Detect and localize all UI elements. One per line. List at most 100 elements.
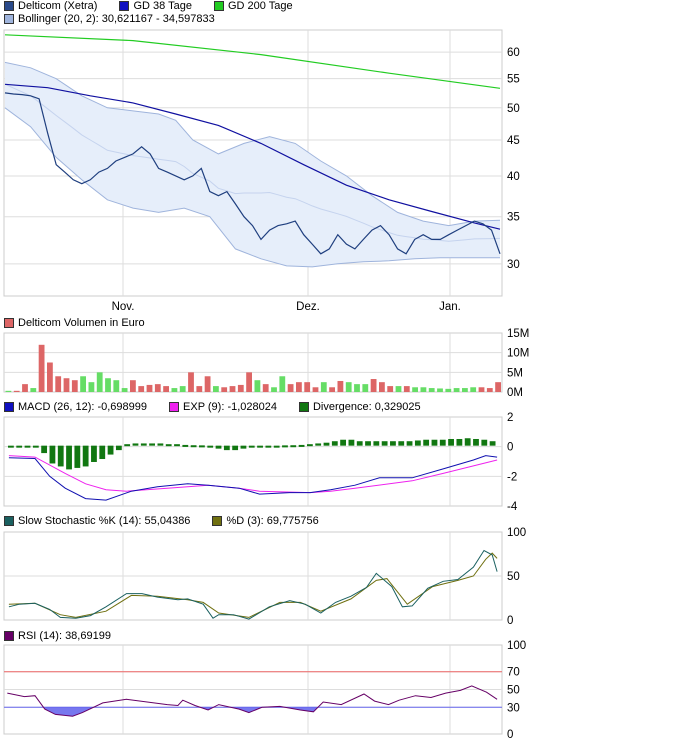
legend-item-exp: EXP (9): -1,028024	[169, 401, 277, 413]
x-tick-label: Jan.	[439, 301, 461, 313]
legend-swatch	[212, 516, 223, 526]
macd-legend: MACD (26, 12): -0,698999 EXP (9): -1,028…	[4, 401, 421, 413]
y-tick-label: 30	[507, 259, 520, 271]
legend-label: Slow Stochastic %K (14): 55,04386	[18, 515, 191, 527]
volume-bar	[13, 390, 20, 392]
divergence-bar	[431, 439, 438, 446]
rsi-line	[7, 685, 498, 717]
volume-bar	[478, 387, 485, 392]
volume-panel-frame	[3, 332, 503, 393]
divergence-bar	[74, 445, 81, 468]
volume-bar	[437, 388, 443, 392]
divergence-bar	[273, 445, 280, 448]
y-tick-label: 100	[507, 640, 526, 652]
divergence-bar	[414, 440, 421, 446]
volume-bar	[337, 380, 344, 392]
divergence-bar	[140, 443, 147, 446]
y-tick-label: 15M	[507, 328, 529, 340]
rsi-oversold-fill	[7, 707, 498, 717]
bollinger-lower-line	[4, 107, 500, 268]
x-tick-label: Dez.	[296, 301, 320, 313]
volume-bar	[254, 380, 261, 392]
divergence-bar	[448, 438, 454, 446]
divergence-bar	[207, 445, 214, 448]
volume-bar	[420, 387, 427, 392]
volume-bar	[329, 387, 335, 392]
y-tick-label: 10M	[507, 348, 529, 360]
y-tick-label: -2	[507, 471, 517, 483]
divergence-bar	[215, 445, 222, 449]
legend-item-gd200: GD 200 Tage	[213, 0, 293, 12]
divergence-bar	[473, 438, 479, 446]
divergence-bar	[290, 445, 297, 448]
y-tick-label: 0	[507, 442, 513, 454]
stochastic-legend: Slow Stochastic %K (14): 55,04386 %D (3)…	[4, 515, 319, 527]
volume-bar	[312, 387, 319, 392]
volume-bar	[38, 344, 45, 392]
divergence-bar	[16, 445, 23, 448]
legend-label: Divergence: 0,329025	[312, 401, 421, 413]
legend-swatch	[169, 402, 180, 412]
volume-bar	[320, 382, 327, 392]
volume-bar	[287, 384, 294, 392]
y-tick-label: 0	[507, 615, 513, 627]
volume-bar	[221, 387, 228, 392]
volume-bar	[71, 380, 78, 392]
divergence-bar	[66, 445, 72, 470]
volume-bar	[370, 379, 377, 392]
gd38-line	[4, 83, 501, 230]
volume-bar	[113, 380, 120, 392]
legend-label: Delticom (Xetra)	[18, 0, 98, 12]
divergence-bar	[348, 439, 355, 446]
legend-swatch	[213, 1, 224, 11]
y-tick-label: 0	[507, 729, 513, 741]
legend-label: MACD (26, 12): -0,698999	[18, 401, 148, 413]
divergence-bar	[124, 444, 131, 447]
divergence-bar	[323, 442, 330, 446]
stoch-k-line	[8, 549, 498, 620]
rsi-legend: RSI (14): 38,69199	[4, 630, 111, 642]
volume-bar	[304, 382, 311, 392]
divergence-bar	[182, 444, 189, 447]
volume-bar	[146, 384, 153, 392]
y-tick-label: -4	[507, 501, 518, 513]
divergence-bar	[315, 443, 322, 446]
volume-bar	[30, 388, 37, 392]
divergence-bar	[423, 439, 430, 446]
legend-swatch	[4, 14, 14, 24]
volume-bar	[470, 387, 477, 392]
volume-bar	[237, 384, 244, 392]
legend-label: %D (3): 69,775756	[226, 515, 319, 527]
divergence-bar	[115, 445, 122, 451]
volume-bar	[495, 382, 501, 392]
divergence-bar	[481, 439, 488, 446]
legend-swatch	[4, 318, 14, 328]
legend-item-stoch-k: Slow Stochastic %K (14): 55,04386	[4, 515, 190, 527]
divergence-bar	[149, 443, 155, 446]
macd-line	[8, 455, 498, 501]
divergence-bar	[8, 445, 14, 448]
legend-item-divergence: Divergence: 0,329025	[298, 401, 421, 413]
volume-bar	[271, 387, 277, 392]
volume-bar	[229, 386, 236, 392]
y-tick-label: 30	[507, 702, 520, 714]
divergence-bar	[157, 443, 164, 446]
volume-bar	[213, 386, 219, 392]
divergence-bar	[199, 445, 205, 448]
volume-bar	[395, 386, 402, 392]
divergence-bar	[265, 445, 272, 448]
volume-bar	[163, 386, 169, 392]
volume-legend: Delticom Volumen in Euro	[4, 317, 145, 329]
volume-bar	[262, 384, 269, 392]
divergence-bar	[99, 445, 106, 460]
volume-bar	[22, 384, 28, 392]
divergence-bar	[190, 445, 197, 448]
divergence-bar	[489, 441, 496, 446]
y-tick-label: 55	[507, 74, 520, 86]
y-tick-label: 40	[507, 171, 520, 183]
legend-item-delticom: Delticom (Xetra)	[4, 0, 97, 12]
bollinger-band-fill	[5, 62, 500, 267]
bollinger-legend: Bollinger (20, 2): 30,621167 - 34,597833	[4, 13, 215, 25]
volume-bar	[154, 384, 161, 392]
